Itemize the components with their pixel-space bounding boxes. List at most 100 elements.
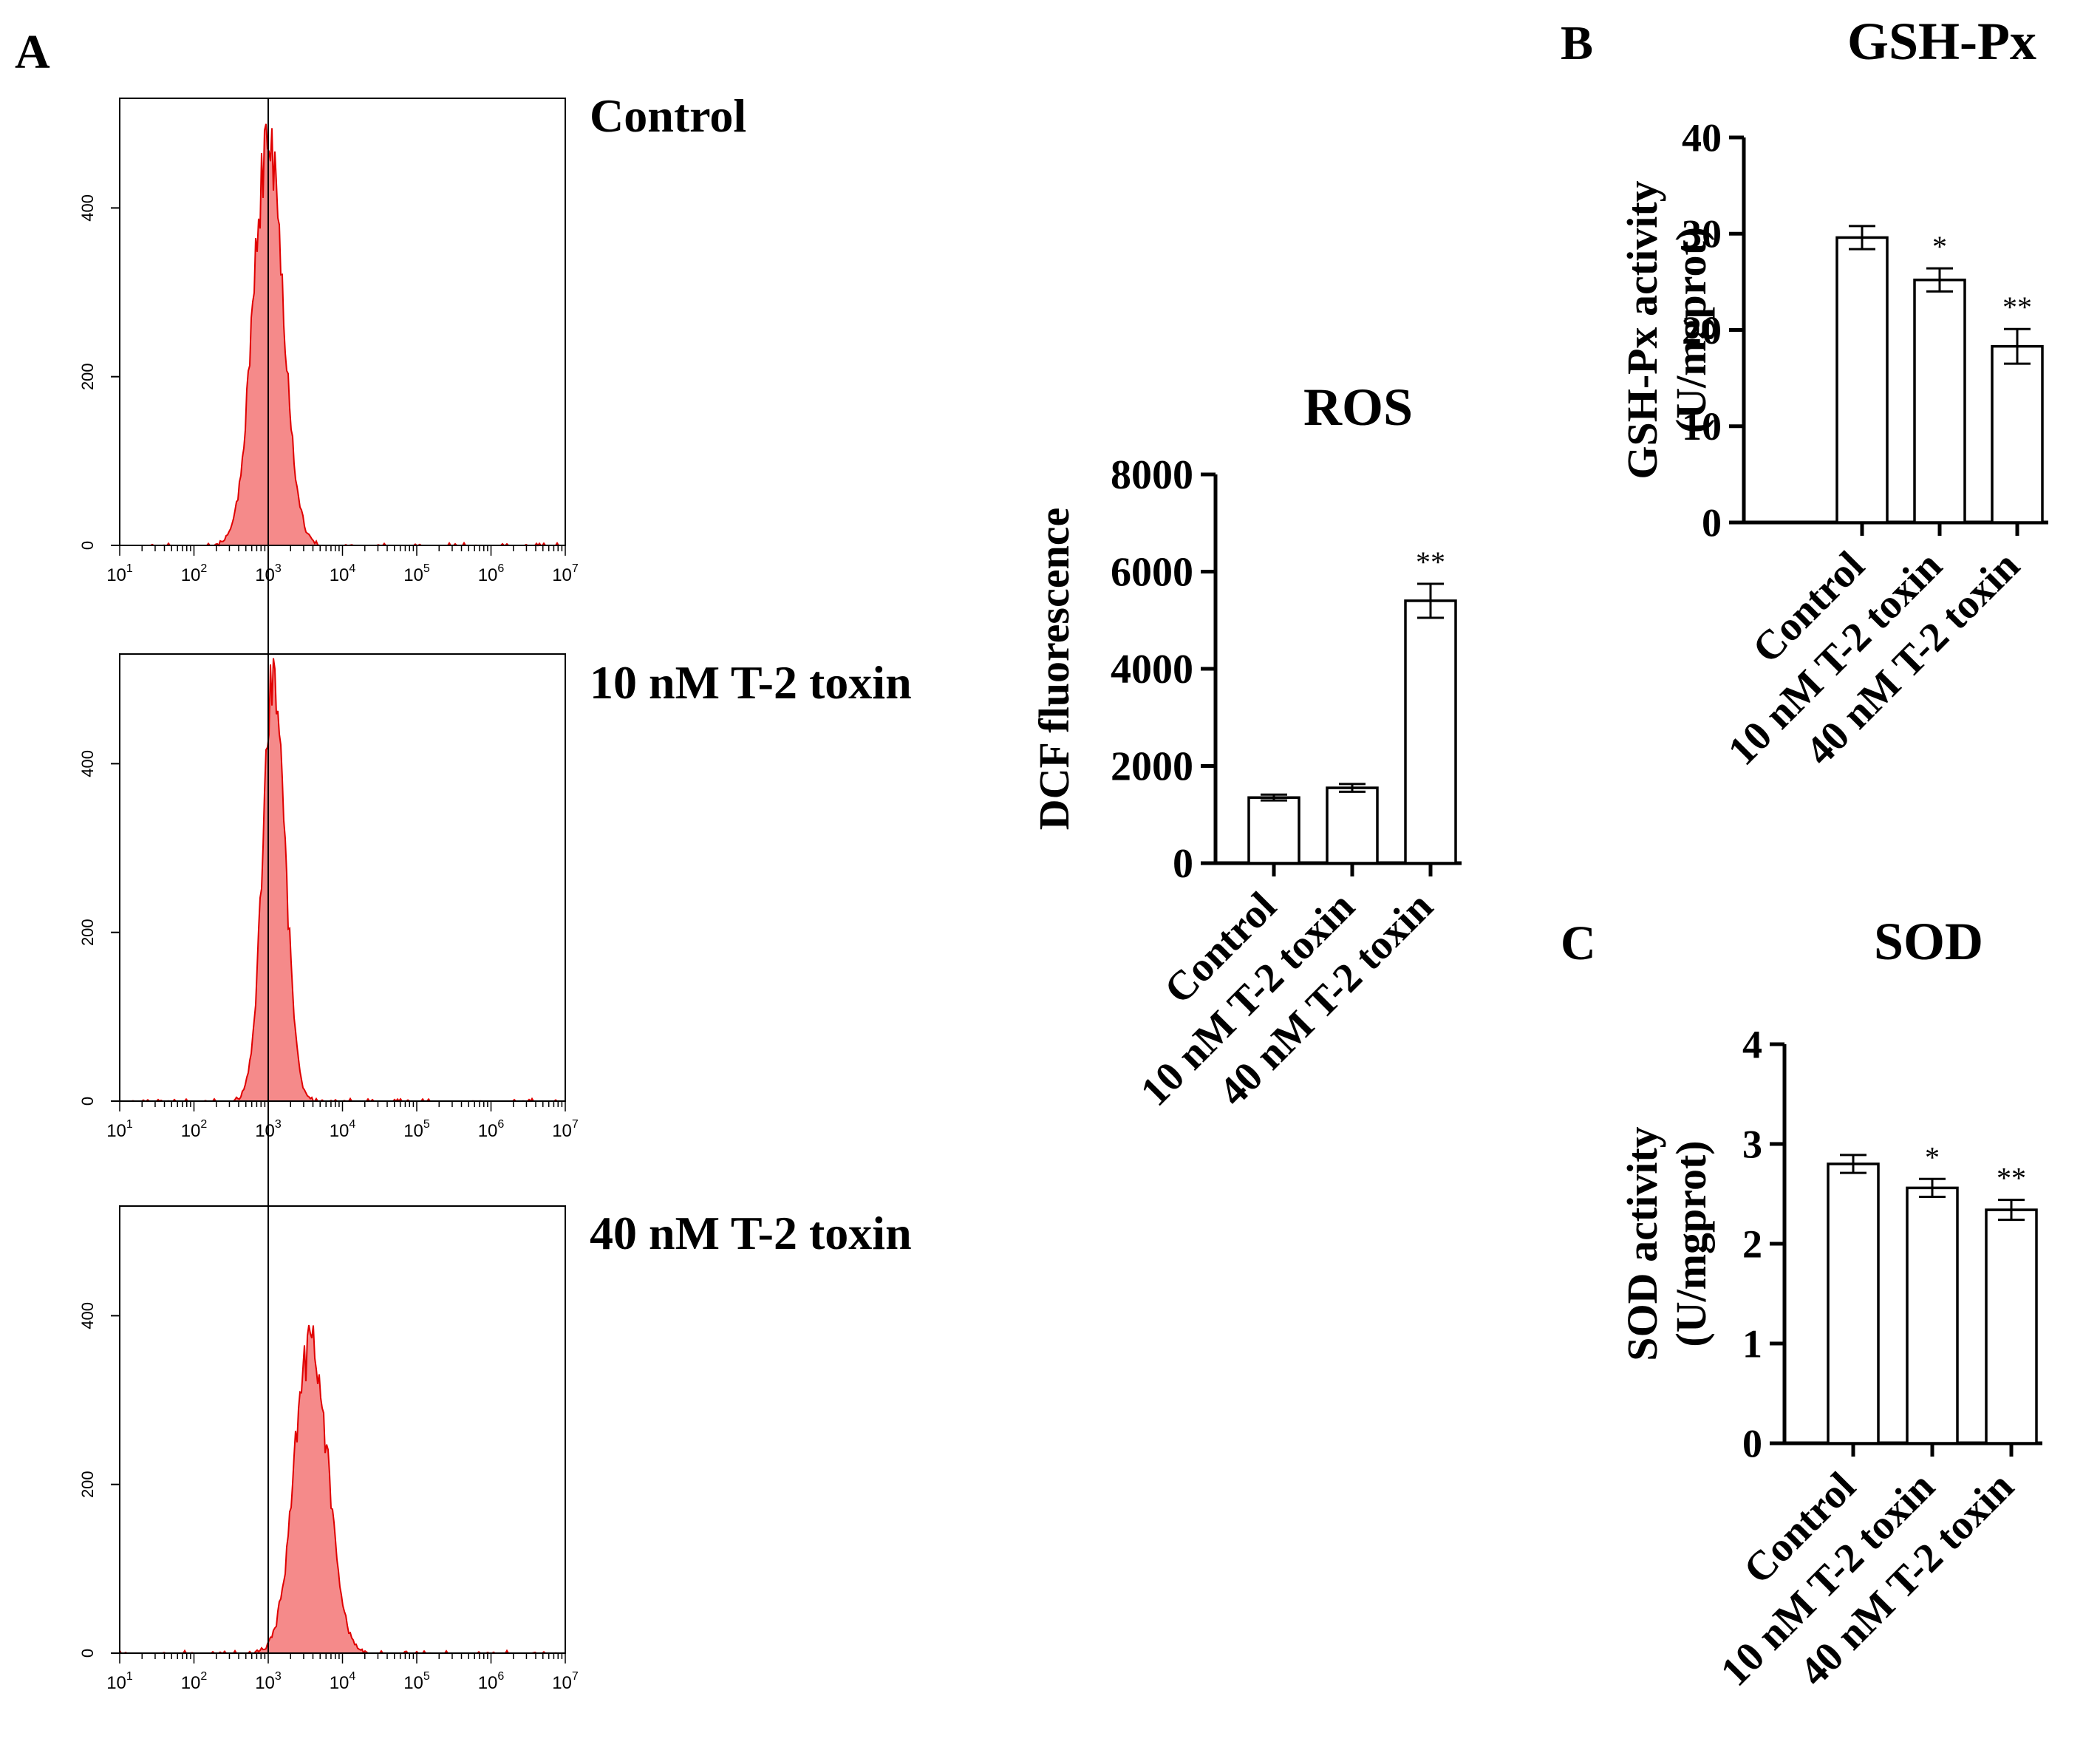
x-tick-exponent: 1	[126, 1118, 133, 1131]
x-tick-exponent: 6	[497, 1118, 504, 1131]
x-tick-label: 106	[478, 1670, 505, 1693]
x-tick-base: 10	[181, 565, 201, 585]
x-tick-base: 10	[403, 1121, 423, 1141]
x-tick-base: 10	[478, 1121, 498, 1141]
x-tick-base: 10	[552, 565, 572, 585]
y-tick-label: 1	[1742, 1321, 1762, 1366]
y-axis-unit: (U/mgprot)	[1667, 1140, 1715, 1346]
x-tick-exponent: 5	[423, 562, 430, 575]
x-tick-base: 10	[106, 1121, 126, 1141]
x-tick-base: 10	[255, 1673, 275, 1693]
x-tick-base: 10	[255, 565, 275, 585]
x-tick-base: 10	[106, 1673, 126, 1693]
x-tick-base: 10	[552, 1121, 572, 1141]
significance-marker: **	[2002, 290, 2032, 324]
significance-marker: **	[1997, 1162, 2026, 1195]
bar	[1247, 796, 1300, 865]
x-tick-exponent: 2	[200, 1670, 207, 1683]
chart-title: GSH-Px	[1847, 12, 2036, 71]
y-tick-label: 0	[1173, 841, 1193, 887]
histogram-frame	[119, 1205, 566, 1654]
x-tick-label: 103	[255, 562, 282, 585]
y-tick-label: 0	[1702, 500, 1722, 545]
significance-marker: *	[1925, 1140, 1940, 1174]
bar	[1835, 236, 1889, 524]
x-tick-exponent: 5	[423, 1670, 430, 1683]
y-tick-label: 30	[1682, 212, 1722, 256]
x-tick-exponent: 1	[126, 1670, 133, 1683]
y-tick-label: 20	[1682, 308, 1722, 353]
x-tick-label: 101	[106, 562, 133, 585]
histogram-frame	[119, 653, 566, 1102]
y-tick-label: 0	[1742, 1421, 1762, 1465]
y-tick-label: 200	[78, 363, 97, 390]
x-tick-base: 10	[478, 1673, 498, 1693]
y-axis-unit: (U/mgprot)	[1667, 227, 1715, 433]
y-tick-label: 6000	[1111, 550, 1193, 596]
x-tick-base: 10	[330, 1673, 350, 1693]
x-tick-exponent: 2	[200, 1118, 207, 1131]
y-tick-label: 200	[78, 1471, 97, 1498]
y-tick-label: 400	[78, 1302, 97, 1329]
x-tick-exponent: 3	[275, 1118, 282, 1131]
x-tick-base: 10	[403, 565, 423, 585]
x-tick-label: 104	[330, 1118, 356, 1141]
x-tick-base: 10	[255, 1121, 275, 1141]
x-tick-base: 10	[330, 1121, 350, 1141]
x-tick-label: 106	[478, 562, 505, 585]
y-tick-label: 0	[78, 541, 97, 550]
x-tick-base: 10	[330, 565, 350, 585]
x-tick-exponent: 2	[200, 562, 207, 575]
y-tick-label: 400	[78, 750, 97, 777]
y-axis-label: SOD activity	[1618, 1126, 1666, 1361]
x-tick-label: 103	[255, 1670, 282, 1693]
significance-marker: *	[1932, 230, 1947, 263]
x-tick-label: 102	[181, 1670, 208, 1693]
y-tick-label: 40	[1682, 115, 1722, 160]
histogram-title: 40 nM T-2 toxin	[590, 1207, 912, 1259]
y-tick-label: 8000	[1111, 452, 1193, 498]
x-tick-label: 106	[478, 1118, 505, 1141]
chart-title: SOD	[1874, 912, 1983, 971]
x-tick-label: 104	[330, 562, 356, 585]
x-tick-label: 105	[403, 562, 430, 585]
y-tick-label: 200	[78, 919, 97, 946]
x-tick-base: 10	[181, 1673, 201, 1693]
histogram-title: Control	[590, 89, 746, 142]
y-tick-label: 2000	[1111, 744, 1193, 790]
bar	[1827, 1162, 1880, 1445]
x-tick-label: 104	[330, 1670, 356, 1693]
bar	[1913, 279, 1966, 524]
x-tick-exponent: 7	[572, 562, 579, 575]
x-tick-label: 107	[552, 562, 579, 585]
x-tick-base: 10	[181, 1121, 201, 1141]
panel-label-a: A	[15, 25, 50, 79]
panel-label-c: C	[1561, 916, 1596, 970]
y-tick-label: 2	[1742, 1222, 1762, 1266]
x-tick-exponent: 1	[126, 562, 133, 575]
histogram-title: 10 nM T-2 toxin	[590, 656, 912, 709]
x-tick-label: 102	[181, 562, 208, 585]
gsh-px-bar-chart: GSH-Px 0 10 20 30 40 GSH-Px activity (U/mgprot)…	[1618, 12, 2048, 774]
x-tick-base: 10	[403, 1673, 423, 1693]
panel-label-b: B	[1561, 16, 1593, 70]
x-tick-label: 102	[181, 1118, 208, 1141]
y-tick-label: 10	[1682, 404, 1722, 449]
x-tick-exponent: 4	[349, 1670, 355, 1683]
x-tick-label: 105	[403, 1118, 430, 1141]
x-tick-label: 107	[552, 1118, 579, 1141]
histogram-area	[119, 1324, 565, 1655]
x-tick-exponent: 7	[572, 1670, 579, 1683]
y-axis-label: DCF fluorescence	[1030, 508, 1078, 830]
x-tick-exponent: 4	[349, 1118, 355, 1131]
y-tick-label: 0	[78, 1649, 97, 1658]
x-tick-label: 101	[106, 1670, 133, 1693]
x-tick-exponent: 6	[497, 1670, 504, 1683]
bar	[1985, 1208, 2038, 1445]
histogram-frame	[119, 98, 566, 546]
